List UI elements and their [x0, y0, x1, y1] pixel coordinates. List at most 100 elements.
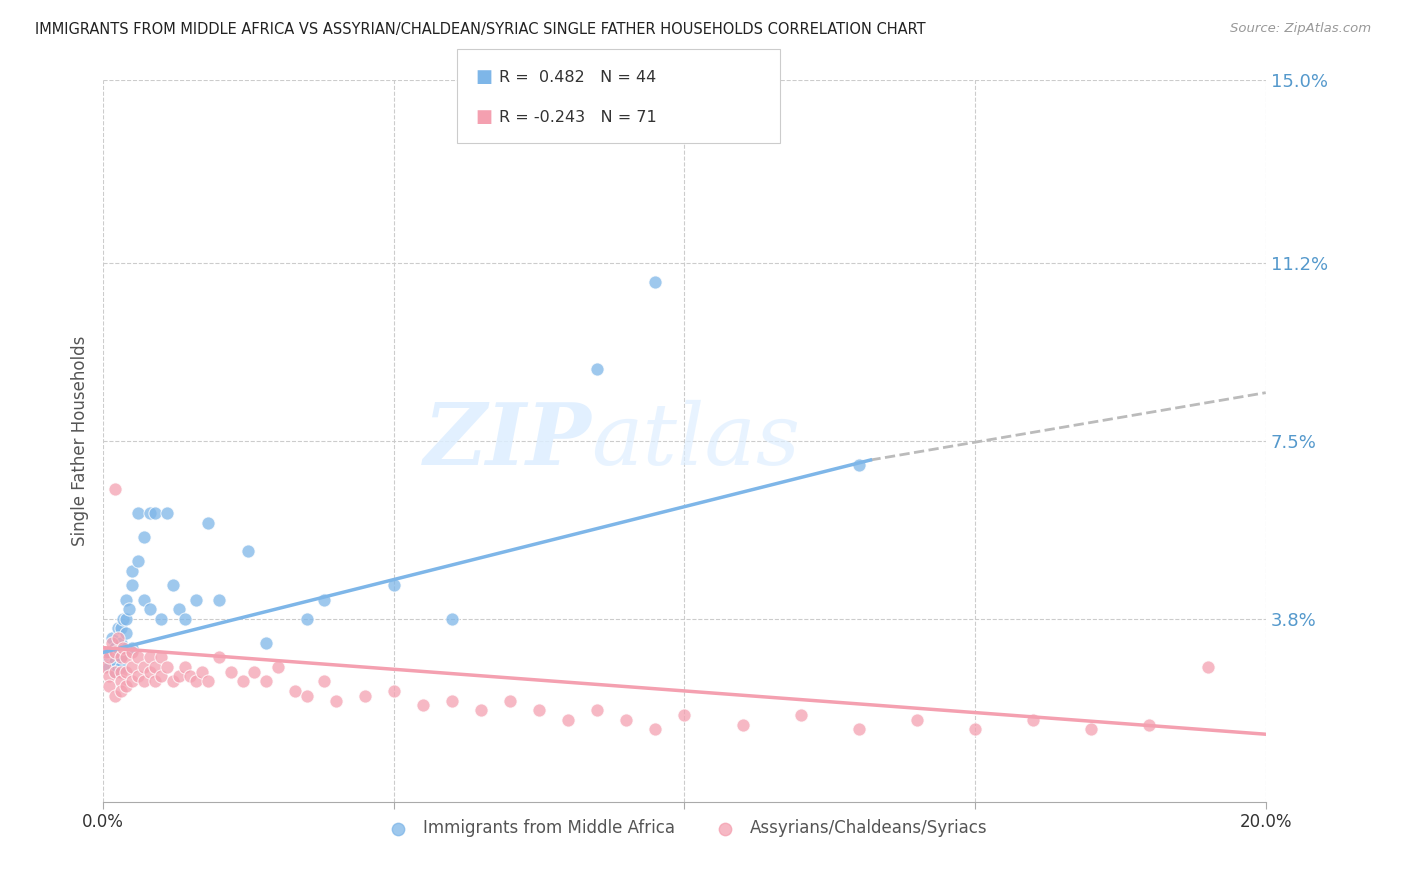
Point: [905, 713, 928, 727]
Point: [110, 650, 132, 665]
Point: [104, 665, 127, 679]
Point: [110, 674, 132, 689]
Point: [150, 612, 173, 626]
Point: [295, 689, 318, 703]
Point: [132, 660, 155, 674]
Point: [644, 723, 666, 737]
Point: [94, 645, 117, 659]
Point: [107, 621, 129, 635]
Point: [138, 602, 160, 616]
Point: [118, 602, 141, 616]
Text: ZIP: ZIP: [423, 399, 592, 483]
Point: [208, 592, 231, 607]
Point: [167, 602, 190, 616]
Point: [186, 592, 208, 607]
Point: [284, 684, 307, 698]
Point: [254, 636, 277, 650]
Point: [312, 592, 335, 607]
Point: [115, 665, 138, 679]
Point: [557, 713, 579, 727]
Point: [173, 612, 195, 626]
Point: [295, 612, 318, 626]
Point: [325, 693, 347, 707]
Point: [145, 506, 167, 520]
Point: [266, 660, 288, 674]
Point: [197, 674, 219, 689]
Point: [145, 660, 167, 674]
Point: [104, 482, 127, 496]
Point: [127, 554, 149, 568]
Point: [115, 679, 138, 693]
Point: [115, 612, 138, 626]
Point: [145, 674, 167, 689]
Text: Source: ZipAtlas.com: Source: ZipAtlas.com: [1230, 22, 1371, 36]
Point: [132, 530, 155, 544]
Point: [127, 506, 149, 520]
Point: [104, 640, 127, 655]
Point: [115, 626, 138, 640]
Point: [121, 674, 143, 689]
Point: [1139, 717, 1161, 731]
Text: ■: ■: [475, 108, 492, 126]
Point: [138, 650, 160, 665]
Point: [162, 578, 184, 592]
Point: [104, 689, 127, 703]
Point: [150, 669, 173, 683]
Point: [104, 645, 127, 659]
Point: [110, 660, 132, 674]
Point: [382, 578, 405, 592]
Point: [586, 703, 609, 717]
Point: [94, 650, 117, 665]
Point: [97, 645, 120, 659]
Point: [94, 660, 117, 674]
Point: [97, 650, 120, 665]
Point: [97, 679, 120, 693]
Point: [789, 708, 811, 723]
Point: [353, 689, 375, 703]
Point: [673, 708, 696, 723]
Point: [965, 723, 987, 737]
Point: [1022, 713, 1045, 727]
Point: [156, 660, 179, 674]
Point: [150, 650, 173, 665]
Point: [127, 669, 149, 683]
Point: [101, 636, 124, 650]
Point: [238, 544, 260, 558]
Point: [110, 684, 132, 698]
Point: [1197, 660, 1219, 674]
Point: [138, 665, 160, 679]
Point: [254, 674, 277, 689]
Point: [112, 640, 135, 655]
Point: [644, 275, 666, 289]
Point: [121, 564, 143, 578]
Point: [848, 458, 870, 472]
Text: R = -0.243   N = 71: R = -0.243 N = 71: [499, 110, 657, 125]
Point: [115, 592, 138, 607]
Point: [167, 669, 190, 683]
Point: [104, 665, 127, 679]
Point: [243, 665, 266, 679]
Point: [173, 660, 195, 674]
Point: [107, 631, 129, 645]
Point: [186, 674, 208, 689]
Point: [527, 703, 550, 717]
Point: [110, 621, 132, 635]
Text: ■: ■: [475, 69, 492, 87]
Point: [121, 640, 143, 655]
Point: [382, 684, 405, 698]
Point: [110, 636, 132, 650]
Point: [848, 723, 870, 737]
Text: atlas: atlas: [592, 400, 800, 482]
Point: [127, 650, 149, 665]
Point: [1080, 723, 1102, 737]
Point: [101, 631, 124, 645]
Point: [110, 665, 132, 679]
Point: [191, 665, 214, 679]
Point: [156, 506, 179, 520]
Point: [197, 516, 219, 530]
Point: [614, 713, 637, 727]
Point: [499, 693, 522, 707]
Point: [232, 674, 254, 689]
Point: [731, 717, 754, 731]
Point: [138, 506, 160, 520]
